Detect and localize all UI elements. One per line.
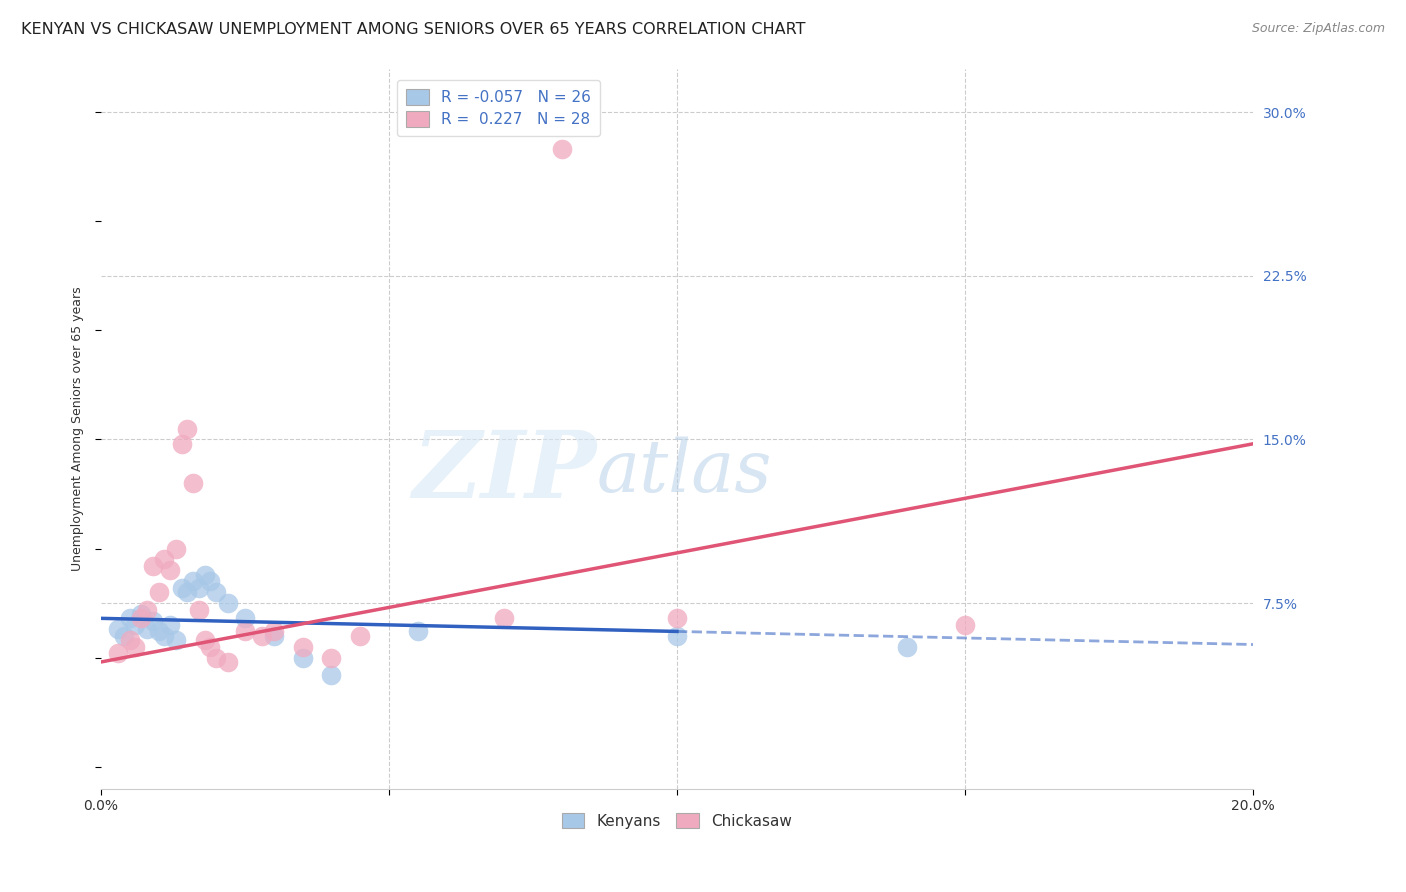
Text: Source: ZipAtlas.com: Source: ZipAtlas.com — [1251, 22, 1385, 36]
Point — [217, 596, 239, 610]
Text: KENYAN VS CHICKASAW UNEMPLOYMENT AMONG SENIORS OVER 65 YEARS CORRELATION CHART: KENYAN VS CHICKASAW UNEMPLOYMENT AMONG S… — [21, 22, 806, 37]
Point — [200, 574, 222, 589]
Point — [321, 668, 343, 682]
Point — [165, 633, 187, 648]
Point — [170, 581, 193, 595]
Point — [165, 541, 187, 556]
Point — [142, 559, 165, 574]
Point — [129, 607, 152, 621]
Point — [551, 142, 574, 156]
Point — [194, 633, 217, 648]
Point — [153, 629, 176, 643]
Point — [263, 629, 285, 643]
Point — [263, 624, 285, 639]
Point — [200, 640, 222, 654]
Point — [233, 611, 256, 625]
Point — [148, 624, 170, 639]
Point — [124, 618, 146, 632]
Point — [176, 585, 198, 599]
Point — [176, 421, 198, 435]
Point — [107, 646, 129, 660]
Point — [112, 629, 135, 643]
Point — [153, 552, 176, 566]
Point — [321, 650, 343, 665]
Point — [170, 437, 193, 451]
Point — [291, 650, 314, 665]
Y-axis label: Unemployment Among Seniors over 65 years: Unemployment Among Seniors over 65 years — [72, 286, 84, 571]
Point — [291, 640, 314, 654]
Point — [136, 602, 159, 616]
Point — [181, 476, 204, 491]
Point — [159, 618, 181, 632]
Point — [349, 629, 371, 643]
Point — [107, 622, 129, 636]
Point — [187, 581, 209, 595]
Point — [205, 585, 228, 599]
Point — [665, 629, 688, 643]
Point — [953, 618, 976, 632]
Point — [142, 614, 165, 628]
Point — [494, 611, 516, 625]
Point — [217, 655, 239, 669]
Text: atlas: atlas — [596, 436, 772, 507]
Point — [148, 585, 170, 599]
Point — [124, 640, 146, 654]
Point — [159, 563, 181, 577]
Text: ZIP: ZIP — [412, 426, 596, 516]
Point — [118, 611, 141, 625]
Point — [136, 622, 159, 636]
Point — [194, 567, 217, 582]
Point — [896, 640, 918, 654]
Point — [406, 624, 429, 639]
Point — [233, 624, 256, 639]
Point — [118, 633, 141, 648]
Point — [665, 611, 688, 625]
Point — [187, 602, 209, 616]
Point — [129, 611, 152, 625]
Legend: Kenyans, Chickasaw: Kenyans, Chickasaw — [555, 806, 799, 835]
Point — [205, 650, 228, 665]
Point — [181, 574, 204, 589]
Point — [250, 629, 273, 643]
